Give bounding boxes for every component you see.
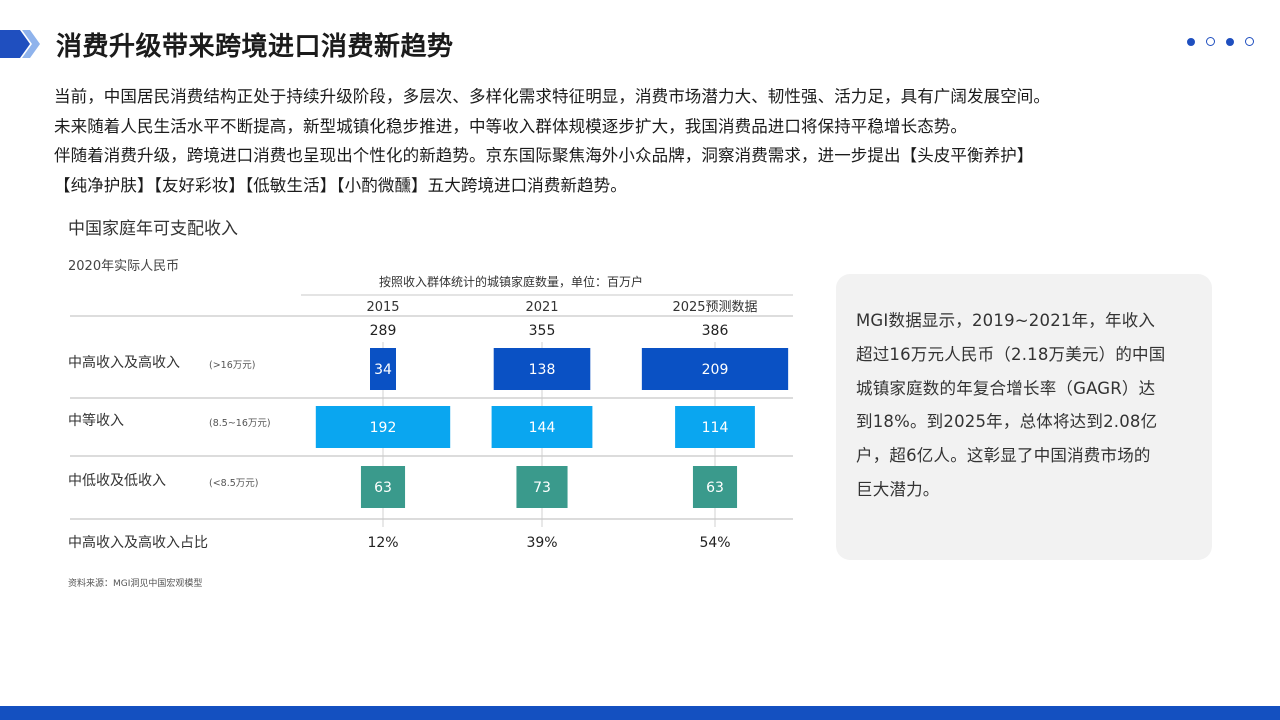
chevron-icon	[0, 30, 40, 58]
bar	[360, 466, 406, 508]
intro-line: 伴随着消费升级，跨境进口消费也呈现出个性化的新趋势。京东国际聚焦海外小众品牌，洞…	[54, 146, 1034, 165]
share-value: 12%	[367, 535, 398, 551]
total-label: 289	[370, 323, 397, 339]
row-label: 中等收入	[68, 412, 124, 429]
bar-value: 209	[702, 362, 729, 378]
total-label: 355	[529, 323, 556, 339]
page-dot[interactable]	[1187, 37, 1195, 46]
callout-line: MGI数据显示，2019~2021年，年收入	[856, 311, 1156, 330]
bar-value: 63	[374, 480, 392, 496]
bar-value: 63	[706, 480, 724, 496]
column-header: 2025预测数据	[672, 300, 757, 315]
page-indicator	[1187, 37, 1254, 46]
intro-line: 当前，中国居民消费结构正处于持续升级阶段，多层次、多样化需求特征明显，消费市场潜…	[54, 87, 1050, 106]
callout-line: 城镇家庭数的年复合增长率（GAGR）达	[856, 378, 1156, 398]
bar-value: 114	[702, 420, 729, 436]
bar	[493, 348, 591, 390]
bar	[516, 466, 568, 508]
page-title: 消费升级带来跨境进口消费新趋势	[56, 32, 454, 62]
callout-text: MGI数据显示，2019~2021年，年收入 超过16万元人民币（2.18万美元…	[856, 304, 1192, 507]
callout-line: 巨大潜力。	[856, 479, 940, 499]
share-value: 39%	[526, 535, 557, 551]
intro-paragraph: 当前，中国居民消费结构正处于持续升级阶段，多层次、多样化需求特征明显，消费市场潜…	[54, 82, 1234, 200]
bar-value: 73	[533, 480, 551, 496]
row-label: 中低收及低收入	[68, 473, 166, 489]
column-header: 2015	[366, 300, 399, 315]
bar-value: 192	[370, 420, 397, 436]
bar-value: 144	[529, 420, 556, 436]
page-dot[interactable]	[1245, 37, 1254, 46]
page-dot[interactable]	[1226, 37, 1234, 46]
row-label: 中高收入及高收入	[68, 354, 180, 371]
callout-line: 到18%。到2025年，总体将达到2.08亿	[856, 412, 1158, 432]
intro-line: 未来随着人民生活水平不断提高，新型城镇化稳步推进，中等收入群体规模逐步扩大，我国…	[54, 116, 967, 136]
callout-box: MGI数据显示，2019~2021年，年收入 超过16万元人民币（2.18万美元…	[836, 274, 1212, 560]
bar	[370, 348, 396, 390]
chart-source: 资料来源：MGI洞见中国宏观模型	[68, 579, 203, 589]
callout-line: 超过16万元人民币（2.18万美元）的中国	[856, 344, 1166, 364]
callout-line: 户，超6亿人。这彰显了中国消费市场的	[856, 446, 1151, 466]
total-label: 386	[702, 323, 729, 339]
row-range: (>16万元)	[209, 360, 255, 371]
income-chart: 按照收入群体统计的城镇家庭数量，单位：百万户 2015 2021 2025预测数据 28…	[68, 274, 793, 551]
chart-title: 中国家庭年可支配收入	[68, 219, 238, 239]
bar	[491, 406, 593, 448]
bar-value: 34	[374, 362, 392, 378]
share-row-label: 中高收入及高收入占比	[68, 534, 208, 551]
chart-header: 按照收入群体统计的城镇家庭数量，单位：百万户	[379, 274, 643, 289]
footer-bar	[0, 706, 1280, 720]
chart-subtitle: 2020年实际人民币	[68, 259, 180, 274]
bar	[315, 406, 451, 448]
row-range: (<8.5万元)	[209, 478, 258, 489]
page-dot[interactable]	[1206, 37, 1215, 46]
share-value: 54%	[699, 535, 730, 551]
intro-line: 【纯净护肤】【友好彩妆】【低敏生活】【小酌微醺】五大跨境进口消费新趋势。	[54, 175, 627, 195]
bar	[675, 406, 755, 448]
row-range: (8.5~16万元)	[209, 418, 271, 429]
bar	[692, 466, 738, 508]
bar-value: 138	[529, 362, 556, 378]
bar	[641, 348, 789, 390]
column-header: 2021	[525, 300, 558, 315]
